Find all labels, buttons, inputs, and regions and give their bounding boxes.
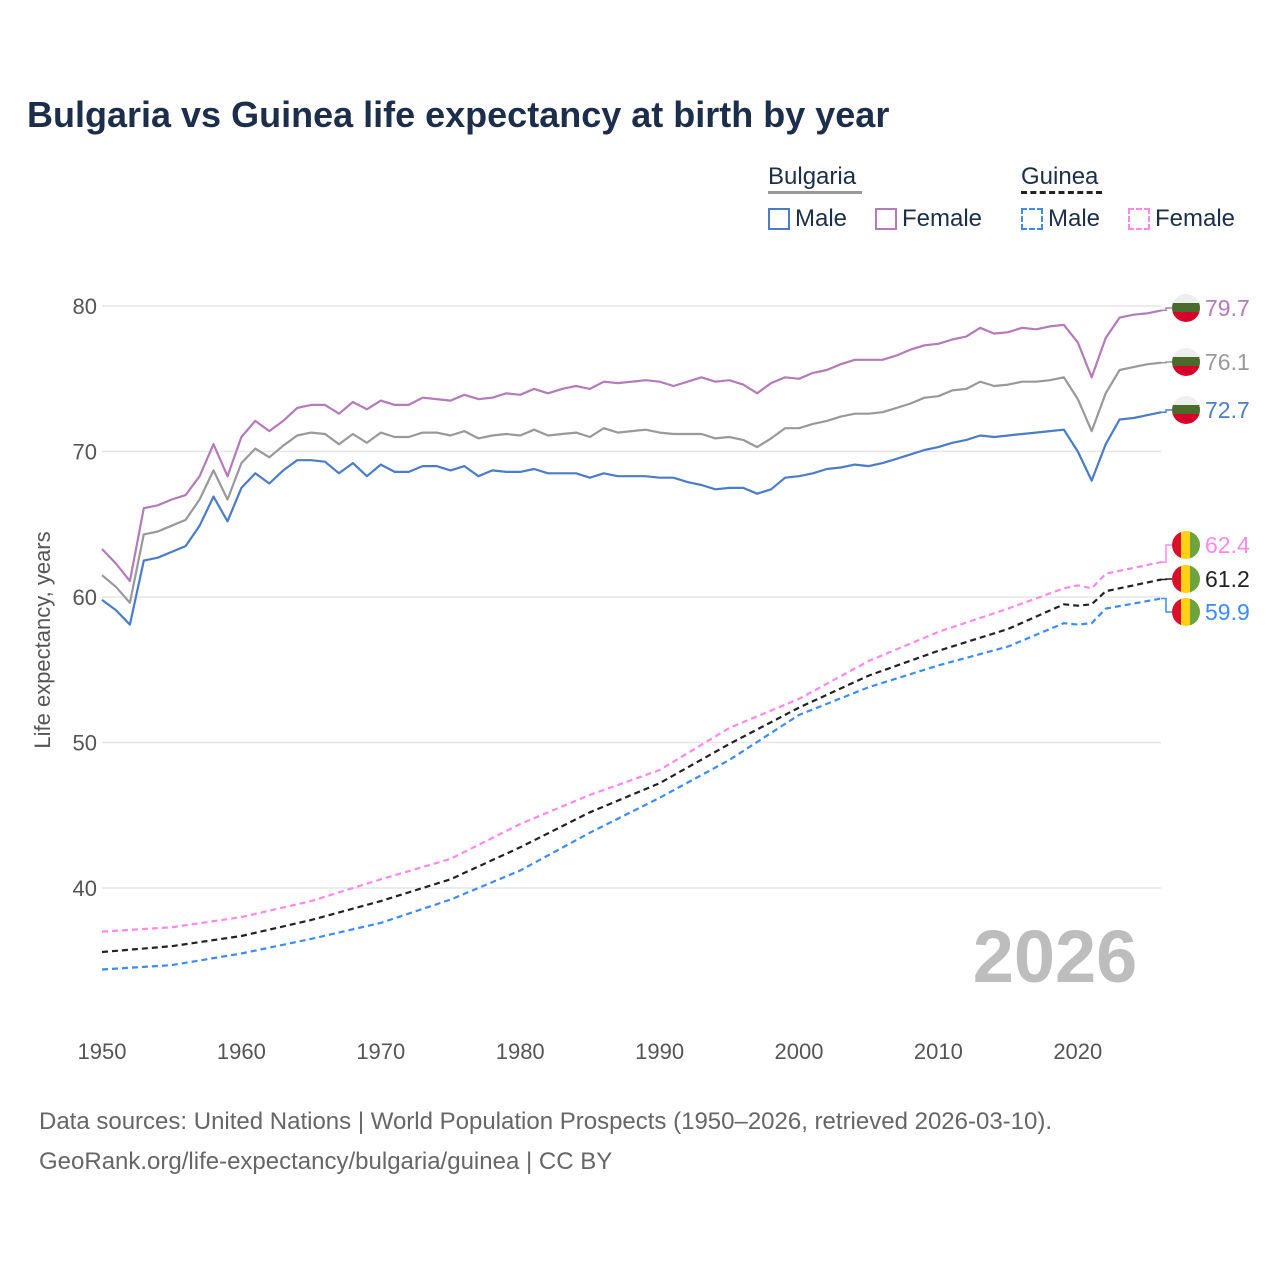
legend-item-bulgaria-male[interactable]: Male — [768, 205, 847, 233]
legend-group-guinea: Guinea — [1021, 163, 1099, 190]
y-axis-label: Life expectancy, years — [30, 531, 55, 748]
legend-group-bulgaria: Bulgaria — [768, 163, 857, 190]
legend-guinea-line — [1021, 191, 1102, 194]
legend-label: Male — [795, 205, 848, 232]
legend-swatch — [1128, 208, 1150, 230]
flag-stripe — [1190, 598, 1200, 626]
end-value-label: 72.7 — [1205, 397, 1250, 423]
guinea-flag-icon — [1172, 531, 1200, 559]
series-line-guinea-total — [101, 578, 1162, 954]
x-tick-label: 2010 — [914, 1039, 963, 1064]
end-value-label: 76.1 — [1205, 349, 1250, 375]
year-watermark: 2026 — [973, 915, 1138, 998]
flag-stripe — [1172, 303, 1200, 313]
legend-item-bulgaria-female[interactable]: Female — [875, 205, 982, 233]
bulgaria-flag-icon — [1172, 348, 1200, 376]
y-tick-label: 80 — [73, 294, 97, 319]
y-tick-label: 50 — [73, 731, 97, 756]
end-connector — [1161, 544, 1172, 563]
x-tick-label: 2000 — [775, 1039, 824, 1064]
bulgaria-flag-icon — [1172, 294, 1200, 322]
flag-stripe — [1172, 565, 1182, 593]
series-line-guinea-male — [101, 597, 1162, 971]
flag-stripe — [1172, 396, 1200, 406]
footer-sources: Data sources: United Nations | World Pop… — [39, 1108, 1053, 1135]
flag-stripe — [1172, 531, 1182, 559]
end-connector — [1161, 361, 1172, 364]
legend-swatch — [1021, 208, 1043, 230]
flag-stripe — [1181, 598, 1191, 626]
end-connector — [1161, 578, 1172, 581]
legend-item-guinea-female[interactable]: Female — [1128, 205, 1235, 233]
flag-stripe — [1181, 531, 1191, 559]
y-tick-label: 40 — [73, 876, 97, 901]
footer-link[interactable]: GeoRank.org/life-expectancy/bulgaria/gui… — [39, 1148, 613, 1175]
flag-stripe — [1172, 598, 1182, 626]
legend-bulgaria-line — [768, 191, 862, 194]
legend-label: Male — [1048, 205, 1101, 232]
flag-stripe — [1190, 565, 1200, 593]
end-connector — [1161, 307, 1172, 312]
legend-swatch — [768, 208, 790, 230]
guinea-flag-icon — [1172, 598, 1200, 626]
guinea-flag-icon — [1172, 565, 1200, 593]
y-tick-label: 70 — [73, 440, 97, 465]
flag-stripe — [1172, 348, 1200, 358]
end-connector — [1161, 597, 1172, 613]
series-line-bulgaria-total — [101, 361, 1162, 604]
bulgaria-flag-icon — [1172, 396, 1200, 424]
flag-stripe — [1190, 531, 1200, 559]
x-tick-label: 1960 — [217, 1039, 266, 1064]
y-tick-label: 60 — [73, 585, 97, 610]
flag-stripe — [1172, 294, 1200, 304]
x-tick-label: 1990 — [635, 1039, 684, 1064]
legend-swatch — [875, 208, 897, 230]
legend-item-guinea-male[interactable]: Male — [1021, 205, 1100, 233]
flag-stripe — [1172, 405, 1200, 415]
flag-stripe — [1172, 312, 1200, 322]
x-tick-label: 1950 — [78, 1039, 127, 1064]
x-tick-label: 1970 — [356, 1039, 405, 1064]
legend-label: Female — [902, 205, 983, 232]
flag-stripe — [1181, 565, 1191, 593]
x-tick-label: 1980 — [496, 1039, 545, 1064]
legend-label: Female — [1155, 205, 1236, 232]
end-value-label: 61.2 — [1205, 566, 1250, 592]
series-line-bulgaria-female — [101, 309, 1162, 583]
series-line-bulgaria-male — [101, 411, 1162, 626]
end-value-label: 62.4 — [1205, 532, 1250, 558]
flag-stripe — [1172, 366, 1200, 376]
chart-title: Bulgaria vs Guinea life expectancy at bi… — [27, 94, 890, 135]
series-line-guinea-female — [101, 561, 1162, 933]
flag-stripe — [1172, 357, 1200, 367]
end-value-label: 59.9 — [1205, 599, 1250, 625]
end-value-label: 79.7 — [1205, 295, 1250, 321]
x-tick-label: 2020 — [1053, 1039, 1102, 1064]
flag-stripe — [1172, 414, 1200, 424]
end-connector — [1161, 409, 1172, 413]
